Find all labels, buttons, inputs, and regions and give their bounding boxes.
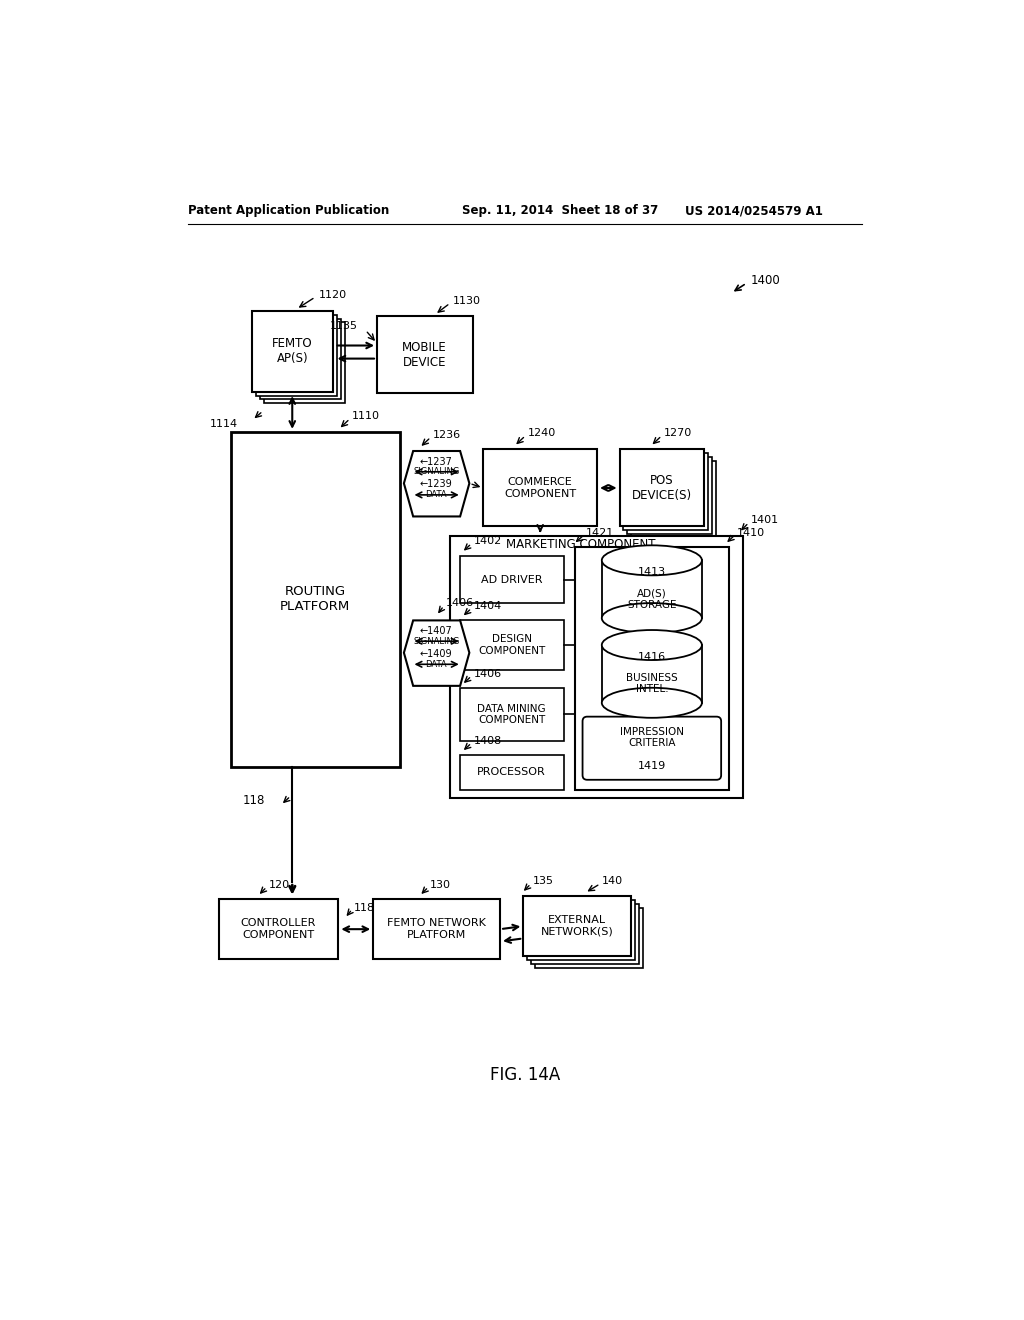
Bar [483,449,597,527]
Text: FEMTO
AP(S): FEMTO AP(S) [272,337,312,364]
Bar [256,314,337,396]
Bar [219,899,339,960]
Text: ←1239: ←1239 [420,479,453,490]
Bar [620,449,705,527]
Text: 1401: 1401 [751,515,778,525]
Bar [460,556,564,603]
Bar [460,688,564,741]
Text: US 2014/0254579 A1: US 2014/0254579 A1 [685,205,823,218]
Bar [230,432,400,767]
Text: ROUTING
PLATFORM: ROUTING PLATFORM [281,585,350,612]
Text: 1130: 1130 [453,296,480,306]
Text: 1114: 1114 [210,418,239,429]
Bar [451,536,742,797]
Text: Patent Application Publication: Patent Application Publication [188,205,389,218]
FancyBboxPatch shape [583,717,721,780]
Text: 1120: 1120 [318,289,346,300]
Text: 118: 118 [243,795,265,807]
Text: 130: 130 [430,879,452,890]
Text: SIGNALING: SIGNALING [413,636,460,645]
Text: DATA MINING
COMPONENT: DATA MINING COMPONENT [477,704,546,725]
Text: PROCESSOR: PROCESSOR [477,767,546,777]
Text: COMMERCE
COMPONENT: COMMERCE COMPONENT [504,477,577,499]
Bar [574,548,729,789]
Polygon shape [403,451,469,516]
Text: 140: 140 [602,876,623,887]
Bar [624,453,708,531]
Text: FIG. 14A: FIG. 14A [489,1065,560,1084]
Bar [264,322,345,404]
Text: 1408: 1408 [474,735,502,746]
Text: 135: 135 [532,876,554,887]
Text: MOBILE
DEVICE: MOBILE DEVICE [402,341,447,368]
Bar [527,900,635,960]
Ellipse shape [602,545,701,576]
Text: Sep. 11, 2014  Sheet 18 of 37: Sep. 11, 2014 Sheet 18 of 37 [462,205,657,218]
Text: ←1409: ←1409 [420,648,453,659]
Bar [602,645,701,702]
Bar [531,904,639,964]
Bar [460,620,564,671]
Text: 1135: 1135 [330,321,357,331]
Text: CONTROLLER
COMPONENT: CONTROLLER COMPONENT [241,919,316,940]
Ellipse shape [602,603,701,634]
Text: 1416: 1416 [638,652,666,661]
Text: MEMORY: MEMORY [626,550,678,564]
Text: 1236: 1236 [433,430,461,440]
Text: 1406: 1406 [445,598,474,609]
Text: 1404: 1404 [474,601,502,611]
Text: AD(S)
STORAGE: AD(S) STORAGE [627,587,677,610]
Bar [535,908,643,968]
Text: DESIGN
COMPONENT: DESIGN COMPONENT [478,634,546,656]
Text: EXTERNAL
NETWORK(S): EXTERNAL NETWORK(S) [541,915,613,937]
Text: 1406: 1406 [474,668,502,678]
Text: DATA: DATA [425,491,447,499]
Bar [377,317,473,393]
Text: MARKETING COMPONENT: MARKETING COMPONENT [506,539,655,552]
Text: 1400: 1400 [751,273,780,286]
Text: POS
DEVICE(S): POS DEVICE(S) [632,474,692,502]
Bar [460,755,564,789]
Text: BUSINESS
INTEL.: BUSINESS INTEL. [626,673,678,694]
Text: FEMTO NETWORK
PLATFORM: FEMTO NETWORK PLATFORM [387,919,485,940]
Text: 1413: 1413 [638,566,666,577]
Text: 118: 118 [354,903,375,912]
Text: 1421: 1421 [586,528,613,537]
Text: 1419: 1419 [638,760,666,771]
Text: DATA: DATA [425,660,447,669]
Bar [628,457,712,535]
Text: 1410: 1410 [736,528,765,537]
Bar [523,896,631,956]
Text: ←1237: ←1237 [420,457,453,467]
Polygon shape [403,620,469,686]
Text: 1402: 1402 [474,536,502,546]
Text: 1110: 1110 [352,412,380,421]
Text: SIGNALING: SIGNALING [413,467,460,477]
Text: 120: 120 [268,879,290,890]
Text: AD DRIVER: AD DRIVER [481,574,543,585]
Bar [252,312,333,392]
Text: ←1407: ←1407 [420,626,453,636]
Ellipse shape [602,630,701,660]
Text: 1270: 1270 [665,428,692,438]
Ellipse shape [602,688,701,718]
Bar [602,561,701,618]
Text: IMPRESSION
CRITERIA: IMPRESSION CRITERIA [620,726,684,748]
Bar [373,899,500,960]
Bar [260,318,341,400]
Bar [631,461,716,539]
Text: 1240: 1240 [528,428,556,438]
